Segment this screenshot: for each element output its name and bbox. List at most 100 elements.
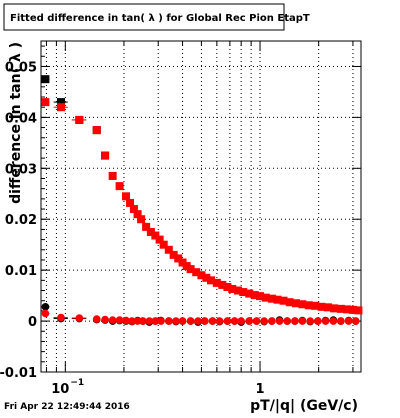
data-point-circle: [57, 313, 65, 322]
y-tick-label: -0.01: [0, 366, 37, 381]
data-point-square: [115, 182, 124, 191]
data-point-circle: [252, 317, 261, 325]
data-point-square: [207, 276, 216, 285]
data-point-square: [323, 303, 332, 312]
data-point-circle: [314, 317, 322, 325]
data-point-square: [279, 296, 288, 305]
data-point-square: [56, 98, 65, 107]
data-point-circle: [145, 317, 154, 325]
data-point-square: [108, 171, 117, 180]
data-point-circle: [151, 317, 160, 325]
data-point-square: [159, 240, 168, 249]
x-tick-label: 10: [51, 382, 69, 397]
data-point-square: [285, 298, 294, 307]
data-point-square: [174, 254, 183, 263]
data-point-circle: [139, 317, 147, 325]
y-tick-label: 0: [28, 315, 37, 330]
data-point-square: [218, 280, 227, 289]
data-point-square: [178, 258, 187, 267]
data-point-circle: [172, 317, 180, 325]
title-box: Fitted difference in tan( λ ) for Global…: [3, 3, 310, 31]
data-point-circle: [41, 309, 50, 318]
data-point-circle: [41, 303, 50, 311]
data-point-circle: [223, 317, 232, 325]
data-point-circle: [200, 317, 209, 325]
data-point-square: [151, 231, 160, 240]
data-point-square: [317, 302, 326, 311]
data-point-square: [169, 250, 178, 259]
data-point-square: [41, 98, 50, 107]
data-point-square: [164, 245, 173, 254]
data-point-circle: [291, 317, 299, 325]
chart-title: Fitted difference in tan( λ ) for Global…: [10, 13, 310, 24]
x-tick-exponent: −1: [70, 378, 84, 388]
data-point-circle: [283, 317, 292, 325]
data-point-circle: [194, 317, 202, 325]
data-point-square: [245, 289, 254, 298]
data-point-square: [239, 288, 248, 297]
data-point-circle: [133, 317, 142, 325]
x-tick-label: 1: [256, 382, 265, 397]
data-point-circle: [165, 317, 173, 325]
data-point-circle: [115, 316, 124, 324]
data-point-circle: [157, 317, 165, 325]
data-point-square: [192, 268, 201, 277]
data-point-circle: [215, 317, 224, 325]
y-tick-label: 0.05: [5, 60, 37, 75]
data-point-square: [223, 282, 232, 291]
data-point-circle: [230, 317, 239, 325]
data-point-circle: [128, 317, 136, 325]
y-tick-label: 0.02: [5, 213, 37, 228]
data-point-circle: [108, 316, 117, 324]
data-point-square: [186, 265, 195, 274]
data-point-circle: [208, 317, 217, 325]
data-point-circle: [186, 317, 195, 325]
data-point-square: [311, 301, 320, 310]
data-point-square: [129, 205, 138, 214]
data-point-square: [343, 305, 352, 314]
data-point-square: [41, 75, 50, 84]
data-point-square: [273, 295, 282, 304]
x-tick-labels: 10 −1 1: [51, 378, 264, 397]
data-point-circle: [178, 317, 187, 325]
data-point-square: [228, 284, 237, 293]
y-axis-label: difference in tan( λ ): [8, 42, 24, 204]
data-point-circle: [298, 317, 307, 325]
data-point-circle: [344, 317, 353, 325]
data-point-square: [261, 293, 270, 302]
data-point-circle: [306, 317, 315, 325]
data-point-circle: [75, 314, 84, 322]
title-box-frame: [3, 3, 285, 31]
data-point-circle: [321, 317, 330, 325]
data-point-square: [256, 292, 265, 301]
data-point-square: [304, 301, 313, 310]
y-tick-label: 0.03: [5, 162, 37, 177]
y-tick-label: 0.01: [5, 264, 37, 279]
data-point-square: [330, 304, 339, 313]
data-point-square: [92, 126, 101, 135]
data-point-square: [122, 192, 131, 201]
x-axis-label: pT/|q| (GeV/c): [250, 398, 358, 414]
data-point-square: [298, 300, 307, 309]
y-tick-label: 0.04: [5, 111, 37, 126]
timestamp: Fri Apr 22 12:49:44 2016: [4, 402, 130, 412]
data-point-circle: [268, 317, 276, 325]
data-point-square: [197, 271, 206, 280]
y-tick-labels: -0.01 0 0.01 0.02 0.03 0.04 0.05: [0, 60, 37, 381]
data-point-circle: [329, 317, 338, 325]
data-point-square: [142, 222, 151, 231]
data-point-square: [233, 286, 242, 295]
data-point-square: [212, 278, 221, 287]
data-point-circle: [275, 317, 284, 325]
data-point-square: [348, 305, 357, 314]
data-point-circle: [245, 317, 254, 325]
data-point-circle: [92, 315, 101, 323]
data-point-square: [202, 273, 211, 282]
data-point-square: [126, 198, 135, 207]
data-points: [41, 75, 363, 326]
data-point-square: [267, 294, 276, 303]
data-point-square: [101, 151, 110, 160]
data-point-circle: [122, 316, 130, 325]
